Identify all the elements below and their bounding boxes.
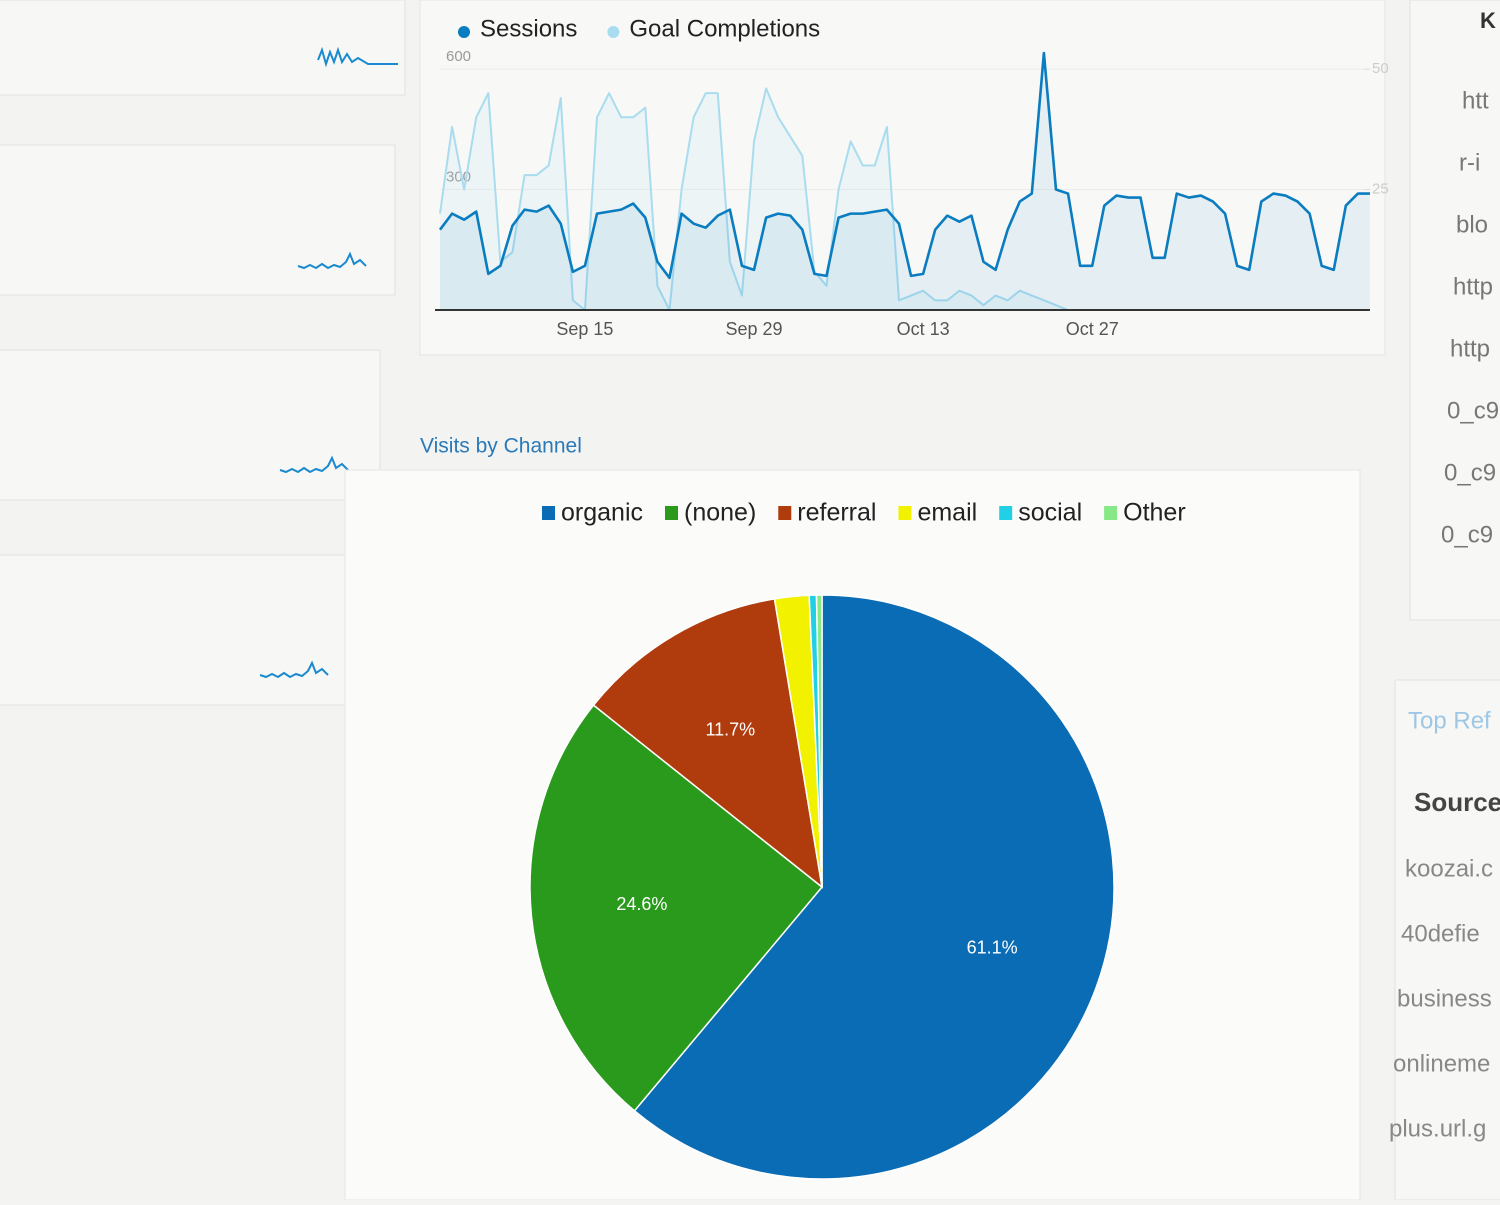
legend-label: social xyxy=(1018,499,1082,527)
legend-label: email xyxy=(917,499,977,527)
legend-label: Other xyxy=(1123,499,1186,527)
legend-swatch xyxy=(1104,506,1118,520)
right-card xyxy=(1409,0,1500,621)
side-source: business xyxy=(1397,985,1492,1012)
legend-label: referral xyxy=(797,499,876,527)
card xyxy=(0,0,406,96)
legend-swatch xyxy=(999,506,1013,520)
series-area xyxy=(440,88,1370,310)
card xyxy=(0,144,396,296)
side-item: 0_c9 xyxy=(1444,459,1496,486)
x-tick-label: Sep 15 xyxy=(556,319,613,339)
x-tick-label: Oct 27 xyxy=(1066,319,1119,339)
x-tick-label: Oct 13 xyxy=(897,319,950,339)
pie-slice xyxy=(815,594,823,888)
y2-tick-label: 25 xyxy=(1372,181,1389,198)
pie-value-label: 24.6% xyxy=(616,894,667,914)
side-item: blo xyxy=(1456,211,1488,238)
side-item: htt xyxy=(1462,87,1489,114)
side-item: 0_c9 xyxy=(1441,521,1493,548)
legend-swatch xyxy=(542,506,555,520)
y-tick-label: 600 xyxy=(446,48,471,65)
right-card xyxy=(1394,679,1500,1201)
sparklines xyxy=(259,46,398,679)
side-panel-title: Top Ref xyxy=(1408,707,1491,734)
legend-label: Sessions xyxy=(480,15,577,42)
legend-swatch xyxy=(898,506,912,520)
pie-slice xyxy=(633,594,1115,1180)
pie-slice xyxy=(529,704,824,1112)
side-source: onlineme xyxy=(1393,1050,1490,1077)
legend-swatch xyxy=(665,506,678,520)
line-card xyxy=(419,0,1386,356)
side-item: http xyxy=(1450,335,1490,362)
side-source: koozai.c xyxy=(1405,855,1493,882)
legend-label: Goal Completions xyxy=(629,15,820,42)
side-item: 0_c9 xyxy=(1447,397,1499,424)
side-header: K xyxy=(1480,8,1496,33)
pie-value-label: 61.1% xyxy=(967,938,1018,958)
legend-swatch xyxy=(778,506,792,520)
left-panel xyxy=(0,0,406,706)
side-item: http xyxy=(1453,273,1493,300)
legend-marker xyxy=(458,26,470,38)
y2-tick-label: 50 xyxy=(1372,60,1389,77)
series-area xyxy=(440,53,1370,310)
sparkline xyxy=(297,251,367,270)
legend-label: organic xyxy=(561,499,643,527)
side-item: r-i xyxy=(1459,149,1480,176)
side-source: 40defie xyxy=(1401,920,1480,947)
x-tick-label: Sep 29 xyxy=(725,319,782,339)
sparkline xyxy=(279,455,349,474)
sparkline xyxy=(259,660,329,679)
legend-marker xyxy=(607,26,620,38)
pie-title: Visits by Channel xyxy=(420,435,582,458)
card xyxy=(0,349,381,501)
card xyxy=(0,554,361,706)
sparkline xyxy=(317,46,398,68)
legend-label: (none) xyxy=(684,499,756,527)
side-column-header: Source xyxy=(1414,787,1500,817)
series-line xyxy=(438,51,1370,280)
pie-value-label: 11.7% xyxy=(705,720,755,740)
pie-slice xyxy=(592,598,824,889)
side-source: plus.url.g xyxy=(1389,1115,1486,1142)
